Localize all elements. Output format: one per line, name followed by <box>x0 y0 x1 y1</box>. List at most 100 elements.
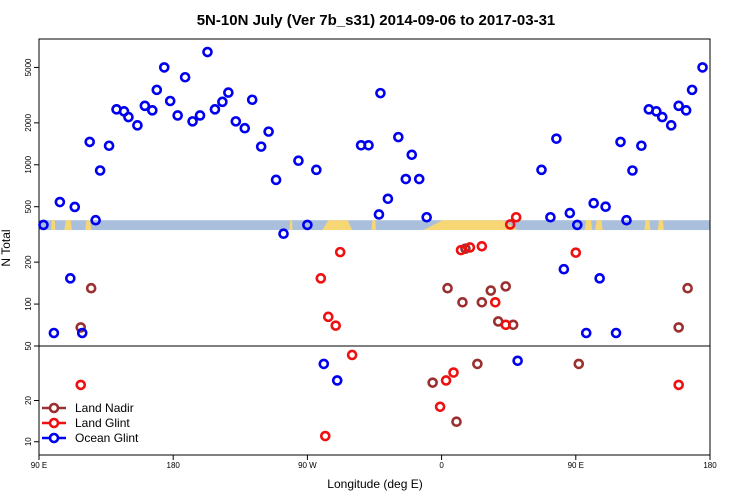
point-land-nadir <box>472 358 483 370</box>
point-ocean-glint <box>132 120 143 131</box>
point-land-nadir <box>476 296 488 308</box>
point-ocean-glint <box>65 273 76 284</box>
point-ocean-glint <box>610 327 622 339</box>
point-land-nadir <box>427 377 438 388</box>
chart-title: 5N-10N July (Ver 7b_s31) 2014-09-06 to 2… <box>197 12 556 29</box>
point-ocean-glint <box>697 62 708 73</box>
x-tick-label: 90 W <box>298 461 317 470</box>
point-land-glint <box>315 273 327 284</box>
point-ocean-glint <box>217 96 228 108</box>
map-land-patch <box>657 220 664 231</box>
point-ocean-glint <box>164 95 176 107</box>
point-land-glint <box>570 247 582 258</box>
point-ocean-glint <box>38 219 49 231</box>
x-tick-label: 180 <box>167 461 181 470</box>
point-ocean-glint <box>363 140 374 151</box>
point-ocean-glint <box>571 219 583 231</box>
y-axis-ticks: 50 100 200 500 1000 2000 5000 10 20 <box>24 58 39 446</box>
series-land-nadir <box>75 243 693 428</box>
point-land-nadir <box>451 416 462 428</box>
point-ocean-glint <box>686 84 698 96</box>
point-ocean-glint <box>600 201 611 213</box>
map-land-patch <box>371 220 376 231</box>
point-ocean-glint <box>76 327 88 339</box>
point-ocean-glint <box>545 211 556 223</box>
y-tick-label: 1000 <box>24 155 33 173</box>
point-ocean-glint <box>375 87 386 99</box>
map-land-patch <box>322 220 353 231</box>
point-ocean-glint <box>147 105 158 116</box>
point-ocean-glint <box>263 126 274 137</box>
map-land-patch <box>85 220 92 231</box>
point-land-nadir <box>500 281 512 292</box>
point-ocean-glint <box>202 46 213 58</box>
point-ocean-glint <box>318 358 330 370</box>
point-ocean-glint <box>594 273 605 284</box>
map-land-patch <box>644 220 651 231</box>
plot-area <box>38 38 711 456</box>
legend-label: Land Glint <box>75 416 130 430</box>
x-axis-label: Longitude (deg E) <box>327 477 422 491</box>
point-ocean-glint <box>656 111 668 123</box>
y-tick-label: 20 <box>24 396 33 405</box>
point-ocean-glint <box>331 375 343 386</box>
legend-item-land-nadir: Land Nadir <box>42 401 134 415</box>
point-ocean-glint <box>311 164 322 176</box>
map-land-patch <box>50 220 56 231</box>
point-land-glint <box>322 311 334 323</box>
point-ocean-glint <box>293 155 304 166</box>
x-tick-label: 0 <box>439 461 444 470</box>
point-ocean-glint <box>48 327 60 339</box>
point-land-glint <box>448 367 459 378</box>
point-ocean-glint <box>580 327 592 339</box>
point-land-glint <box>75 379 87 391</box>
y-tick-label: 50 <box>24 341 33 350</box>
point-ocean-glint <box>194 110 206 121</box>
y-tick-label: 5000 <box>24 58 33 76</box>
y-tick-label: 100 <box>24 297 33 311</box>
x-tick-label: 180 <box>703 461 717 470</box>
point-ocean-glint <box>139 100 151 112</box>
point-ocean-glint <box>270 174 282 186</box>
point-ocean-glint <box>382 193 394 205</box>
legend-label: Land Nadir <box>75 401 134 415</box>
point-ocean-glint <box>302 219 313 231</box>
point-ocean-glint <box>406 149 418 161</box>
y-axis-label: N Total <box>0 229 13 266</box>
point-land-nadir <box>682 282 693 294</box>
point-ocean-glint <box>90 214 101 226</box>
point-land-glint <box>434 401 446 413</box>
point-ocean-glint <box>673 100 684 112</box>
map-land-patch <box>423 220 518 231</box>
point-land-glint <box>330 320 342 331</box>
point-land-glint <box>504 219 516 230</box>
point-ocean-glint <box>512 355 523 367</box>
point-ocean-glint <box>103 140 115 152</box>
point-ocean-glint <box>393 131 404 143</box>
point-ocean-glint <box>246 94 258 106</box>
point-land-nadir <box>457 296 468 308</box>
point-land-glint <box>464 242 476 253</box>
legend-item-land-glint: Land Glint <box>42 416 130 430</box>
series-ocean-glint <box>38 46 708 386</box>
point-ocean-glint <box>627 165 638 176</box>
plot-frame <box>38 38 711 456</box>
point-ocean-glint <box>123 111 134 123</box>
point-land-nadir <box>75 322 87 333</box>
point-land-glint <box>455 244 467 256</box>
point-ocean-glint <box>172 110 183 121</box>
point-ocean-glint <box>588 197 599 209</box>
point-ocean-glint <box>255 141 267 152</box>
y-tick-label: 500 <box>24 199 33 213</box>
point-ocean-glint <box>400 173 412 185</box>
point-land-glint <box>510 211 522 223</box>
legend-marker <box>48 417 60 429</box>
point-ocean-glint <box>209 104 221 115</box>
point-ocean-glint <box>151 84 163 96</box>
y-tick-label: 200 <box>24 255 33 269</box>
point-ocean-glint <box>54 196 66 208</box>
point-ocean-glint <box>421 211 432 223</box>
legend-label: Ocean Glint <box>75 431 139 445</box>
